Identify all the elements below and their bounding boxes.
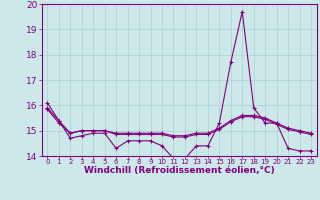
X-axis label: Windchill (Refroidissement éolien,°C): Windchill (Refroidissement éolien,°C): [84, 166, 275, 175]
